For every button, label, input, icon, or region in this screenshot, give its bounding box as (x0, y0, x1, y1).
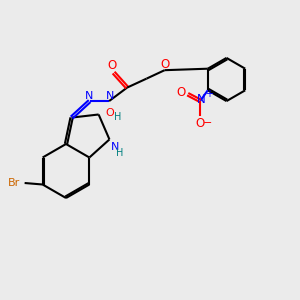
Text: O: O (160, 58, 169, 71)
Text: N: N (85, 91, 93, 101)
Text: O: O (107, 59, 117, 73)
Text: +: + (205, 89, 213, 99)
Text: O: O (176, 86, 186, 99)
Text: O: O (196, 116, 205, 130)
Text: O: O (106, 108, 114, 118)
Text: −: − (203, 118, 212, 128)
Text: N: N (196, 93, 205, 106)
Text: N: N (106, 91, 114, 101)
Text: H: H (113, 112, 121, 122)
Text: H: H (116, 148, 124, 158)
Text: Br: Br (8, 178, 20, 188)
Text: N: N (111, 142, 119, 152)
